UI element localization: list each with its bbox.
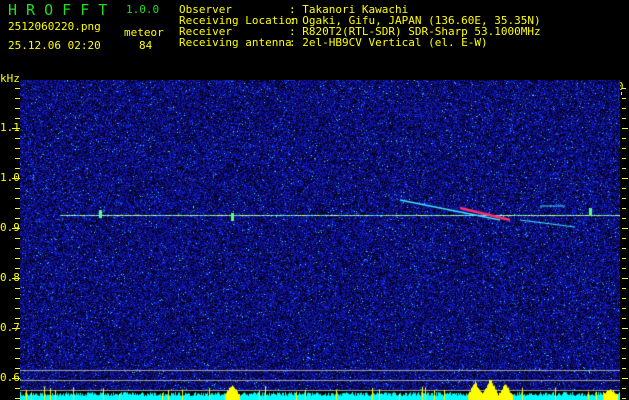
app-title: H R O F F T [8, 1, 108, 19]
freq-tick [15, 298, 20, 299]
freq-tick [622, 328, 628, 329]
freq-tick [622, 338, 626, 339]
info-label: Observer [179, 3, 232, 16]
freq-tick [622, 278, 628, 279]
freq-tick [15, 388, 20, 389]
freq-tick [15, 268, 20, 269]
app-version: 1.0.0 [126, 3, 160, 16]
freq-tick [622, 398, 626, 399]
freq-tick [12, 178, 20, 179]
freq-tick [15, 398, 20, 399]
freq-tick [622, 358, 626, 359]
freq-tick [15, 318, 20, 319]
freq-tick [622, 118, 626, 119]
info-value: : 2el-HB9CV Vertical (el. E-W) [289, 36, 488, 49]
freq-label: 1.1 [0, 121, 20, 134]
freq-tick [12, 278, 20, 279]
freq-tick [15, 248, 20, 249]
freq-label: 0.7 [0, 321, 20, 334]
meteor-label: meteor [124, 26, 164, 39]
freq-tick [622, 258, 626, 259]
freq-tick [15, 98, 20, 99]
freq-tick [622, 288, 626, 289]
freq-tick [15, 198, 20, 199]
info-value: : Ogaki, Gifu, JAPAN (136.60E, 35.35N) [289, 14, 541, 27]
freq-tick [622, 218, 626, 219]
freq-tick [622, 188, 626, 189]
freq-tick [622, 198, 626, 199]
freq-tick [15, 118, 20, 119]
freq-tick [12, 378, 20, 379]
freq-tick [622, 378, 628, 379]
freq-tick [15, 218, 20, 219]
freq-tick [622, 178, 628, 179]
freq-tick [12, 328, 20, 329]
freq-tick [15, 288, 20, 289]
freq-tick [15, 338, 20, 339]
freq-tick [12, 228, 20, 229]
axis-unit: kHz [0, 72, 20, 85]
freq-tick [622, 88, 626, 89]
freq-tick [15, 368, 20, 369]
freq-label: 0.9 [0, 221, 20, 234]
freq-label: 1.0 [0, 171, 20, 184]
freq-tick [15, 168, 20, 169]
freq-tick [15, 348, 20, 349]
freq-tick [15, 158, 20, 159]
spectrogram [20, 80, 620, 400]
info-label: Receiving antenna [179, 36, 292, 49]
freq-tick [15, 308, 20, 309]
freq-tick [622, 238, 626, 239]
freq-tick [15, 108, 20, 109]
freq-tick [622, 98, 626, 99]
freq-tick [622, 168, 626, 169]
freq-tick [15, 138, 20, 139]
freq-tick [622, 108, 626, 109]
freq-tick [15, 358, 20, 359]
freq-label: 0.8 [0, 271, 20, 284]
freq-tick [622, 158, 626, 159]
freq-tick [622, 148, 626, 149]
freq-tick [622, 298, 626, 299]
info-value: : Takanori Kawachi [289, 3, 409, 16]
freq-tick [12, 128, 20, 129]
info-label: Receiving Location [179, 14, 299, 27]
info-label: Receiver [179, 25, 232, 38]
freq-tick [15, 258, 20, 259]
freq-tick [622, 388, 626, 389]
freq-tick [622, 308, 626, 309]
freq-tick [15, 188, 20, 189]
freq-tick [622, 248, 626, 249]
freq-tick [622, 228, 628, 229]
freq-tick [622, 368, 626, 369]
file-datetime: 25.12.06 02:20 [8, 39, 101, 52]
freq-tick [622, 348, 626, 349]
freq-tick [622, 268, 626, 269]
freq-tick [622, 208, 626, 209]
file-name: 2512060220.png [8, 20, 101, 33]
freq-label: 0.6 [0, 371, 20, 384]
freq-tick [622, 318, 626, 319]
freq-tick [15, 238, 20, 239]
meteor-count: 84 [139, 39, 153, 52]
freq-tick [622, 138, 626, 139]
freq-tick [15, 88, 20, 89]
info-value: : R820T2(RTL-SDR) SDR-Sharp 53.1000MHz [289, 25, 541, 38]
time-tick [621, 92, 622, 95]
freq-tick [15, 208, 20, 209]
freq-tick [622, 128, 628, 129]
freq-tick [15, 148, 20, 149]
